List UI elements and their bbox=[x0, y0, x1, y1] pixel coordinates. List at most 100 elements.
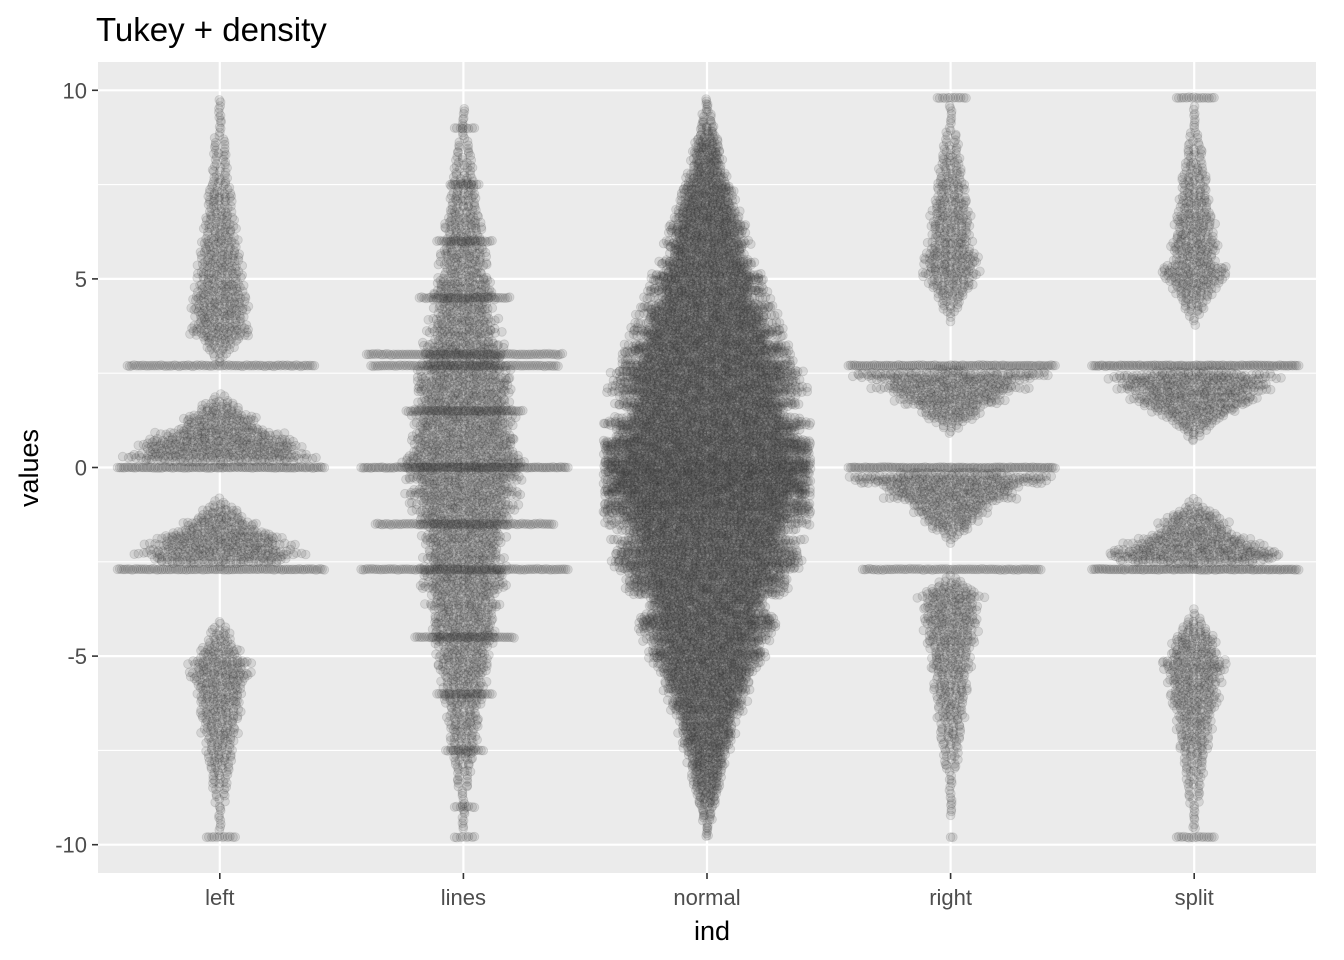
data-point-left bbox=[213, 745, 223, 756]
data-point-left bbox=[221, 749, 232, 760]
data-point-left bbox=[222, 767, 232, 777]
data-point-left bbox=[215, 805, 226, 816]
data-point-lines bbox=[513, 499, 524, 510]
grid-lines bbox=[98, 62, 1316, 873]
data-point-left bbox=[208, 783, 218, 793]
data-point-left bbox=[218, 777, 229, 787]
data-point-left bbox=[224, 742, 235, 753]
data-point-left bbox=[290, 539, 300, 550]
data-point-left bbox=[219, 755, 230, 766]
data-point-left bbox=[251, 518, 261, 529]
data-point-left bbox=[214, 770, 225, 781]
data-point-left bbox=[226, 750, 236, 760]
data-point-left bbox=[214, 810, 224, 821]
data-point-left bbox=[206, 761, 217, 772]
data-point-lines bbox=[493, 313, 504, 324]
data-point-left bbox=[203, 749, 214, 759]
data-point-left bbox=[226, 755, 237, 766]
data-point-left bbox=[217, 743, 227, 753]
data-point-left bbox=[300, 549, 311, 560]
data-point-lines bbox=[459, 104, 470, 114]
data-point-left bbox=[209, 767, 220, 778]
data-point-left bbox=[201, 746, 211, 756]
data-point-left bbox=[214, 778, 225, 789]
data-point-lines bbox=[494, 599, 505, 610]
data-point-left bbox=[227, 745, 237, 755]
data-point-left bbox=[216, 389, 226, 399]
chart-title: Tukey + density bbox=[96, 11, 327, 48]
data-point-left bbox=[201, 738, 211, 748]
data-point-left bbox=[211, 791, 222, 802]
data-point-left bbox=[204, 752, 214, 763]
data-point-left bbox=[206, 743, 217, 754]
data-point-left bbox=[246, 411, 257, 422]
data-point-left bbox=[230, 832, 241, 842]
data-point-lines bbox=[553, 361, 563, 372]
data-point-left bbox=[215, 773, 225, 784]
data-point-left bbox=[215, 815, 226, 825]
data-point-left bbox=[220, 790, 230, 801]
data-point-left bbox=[213, 767, 224, 778]
data-point-lines bbox=[499, 553, 509, 563]
data-point-left bbox=[214, 801, 225, 812]
data-point-lines bbox=[501, 532, 512, 542]
data-point-left bbox=[207, 757, 217, 768]
data-point-lines bbox=[487, 235, 497, 246]
data-point-left bbox=[214, 616, 225, 627]
data-point-left bbox=[216, 746, 227, 757]
data-point-left bbox=[212, 765, 223, 776]
data-point-left bbox=[209, 756, 220, 766]
data-point-left bbox=[222, 769, 233, 780]
data-point-left bbox=[225, 751, 236, 762]
data-point-left bbox=[206, 763, 217, 774]
data-point-lines bbox=[473, 179, 484, 190]
data-point-left bbox=[277, 532, 287, 543]
data-point-left bbox=[214, 749, 224, 760]
data-point-left bbox=[319, 564, 330, 575]
data-point-left bbox=[212, 758, 223, 768]
data-point-left bbox=[214, 782, 225, 792]
data-point-left bbox=[309, 360, 320, 371]
data-point-left bbox=[279, 428, 290, 438]
data-point-left bbox=[220, 773, 231, 784]
data-point-left bbox=[204, 756, 215, 767]
data-point-left bbox=[215, 803, 226, 813]
data-point-left bbox=[214, 812, 224, 823]
data-point-left bbox=[208, 774, 219, 784]
data-point-left bbox=[211, 789, 222, 799]
data-point-left bbox=[223, 758, 234, 769]
data-point-left bbox=[211, 762, 221, 773]
data-point-left bbox=[215, 822, 226, 832]
data-point-lines bbox=[504, 292, 515, 303]
data-point-left bbox=[208, 770, 219, 781]
data-point-lines bbox=[469, 123, 480, 133]
data-point-left bbox=[214, 754, 225, 764]
data-point-left bbox=[216, 819, 226, 829]
data-point-left bbox=[217, 740, 227, 751]
data-point-left bbox=[210, 797, 221, 808]
data-point-left bbox=[222, 745, 233, 755]
data-point-left bbox=[214, 493, 225, 504]
data-point-left bbox=[211, 784, 221, 795]
data-point-left bbox=[210, 752, 221, 763]
data-point-left bbox=[311, 452, 321, 463]
data-point-left bbox=[210, 776, 220, 786]
data-point-lines bbox=[557, 348, 568, 359]
data-point-left bbox=[208, 778, 218, 788]
data-point-left bbox=[219, 752, 230, 763]
data-point-left bbox=[216, 760, 227, 771]
data-point-left bbox=[221, 782, 232, 792]
data-point-left bbox=[217, 757, 228, 767]
data-point-left bbox=[246, 667, 256, 678]
data-point-left bbox=[222, 778, 232, 788]
data-point-left bbox=[214, 794, 225, 804]
data-points bbox=[112, 92, 1304, 843]
data-point-left bbox=[214, 825, 225, 835]
data-point-left bbox=[242, 656, 252, 667]
data-point-left bbox=[220, 796, 230, 807]
data-point-left bbox=[319, 462, 330, 473]
data-point-left bbox=[214, 752, 224, 763]
data-point-left bbox=[206, 737, 217, 747]
data-point-left bbox=[219, 784, 230, 795]
